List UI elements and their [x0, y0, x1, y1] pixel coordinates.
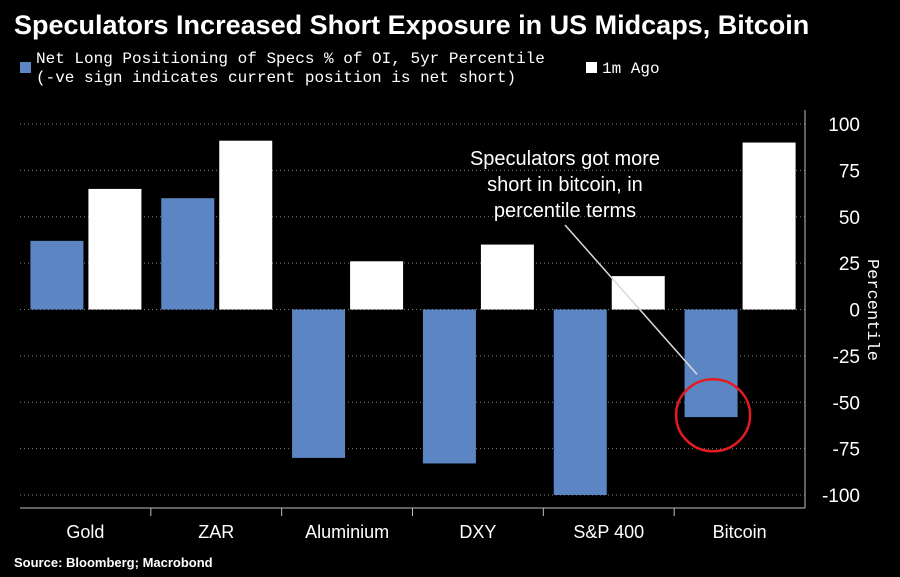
- y-tick-label: 0: [849, 301, 860, 322]
- y-tick-label: -25: [833, 347, 860, 368]
- y-tick-label: -50: [833, 393, 860, 414]
- bar-1m-ago: [219, 140, 273, 310]
- x-category-label: Bitcoin: [713, 522, 767, 542]
- annotation: Speculators got more short in bitcoin, in…: [470, 148, 752, 453]
- y-tick-label: -75: [833, 440, 860, 461]
- bars: [30, 140, 796, 495]
- highlight-circle: [674, 377, 752, 453]
- legend-swatch-current: [20, 62, 31, 73]
- chart-title: Speculators Increased Short Exposure in …: [14, 10, 810, 40]
- x-category-labels: Gold ZAR Aluminium DXY S&P 400 Bitcoin: [66, 522, 766, 542]
- bar-current: [30, 240, 84, 310]
- y-tick-label: -100: [822, 486, 860, 507]
- bar-current: [684, 309, 738, 418]
- y-tick-label: 100: [828, 115, 860, 136]
- legend-label-month-ago: 1m Ago: [602, 60, 660, 78]
- grid-lines: [20, 110, 806, 516]
- bar-1m-ago: [742, 142, 796, 310]
- x-category-label: DXY: [459, 522, 496, 542]
- bar-1m-ago: [480, 244, 534, 310]
- bar-current: [161, 198, 215, 310]
- bar-current: [422, 309, 476, 464]
- x-category-label: Aluminium: [305, 522, 389, 542]
- x-category-label: Gold: [66, 522, 104, 542]
- bar-1m-ago: [88, 188, 142, 310]
- source-note: Source: Bloomberg; Macrobond: [14, 555, 213, 570]
- bar-1m-ago: [350, 261, 404, 310]
- annotation-line: Speculators got more: [470, 148, 660, 170]
- bar-current: [553, 309, 607, 495]
- legend-swatch-month-ago: [586, 62, 597, 73]
- annotation-line: short in bitcoin, in: [487, 174, 643, 196]
- legend-label-current: Net Long Positioning of Specs % of OI, 5…: [36, 50, 545, 87]
- annotation-pointer: [564, 224, 698, 375]
- annotation-line: percentile terms: [494, 200, 636, 222]
- bar-current: [292, 309, 346, 458]
- bar-1m-ago: [611, 276, 665, 310]
- x-category-label: S&P 400: [573, 522, 644, 542]
- y-tick-label: 75: [839, 161, 860, 182]
- y-axis-label: Percentile: [862, 259, 881, 361]
- x-category-label: ZAR: [198, 522, 234, 542]
- y-tick-label: 25: [839, 254, 860, 275]
- y-tick-label: 50: [839, 208, 860, 229]
- y-tick-labels: 100 75 50 25 0 -25 -50 -75 -100: [822, 115, 860, 507]
